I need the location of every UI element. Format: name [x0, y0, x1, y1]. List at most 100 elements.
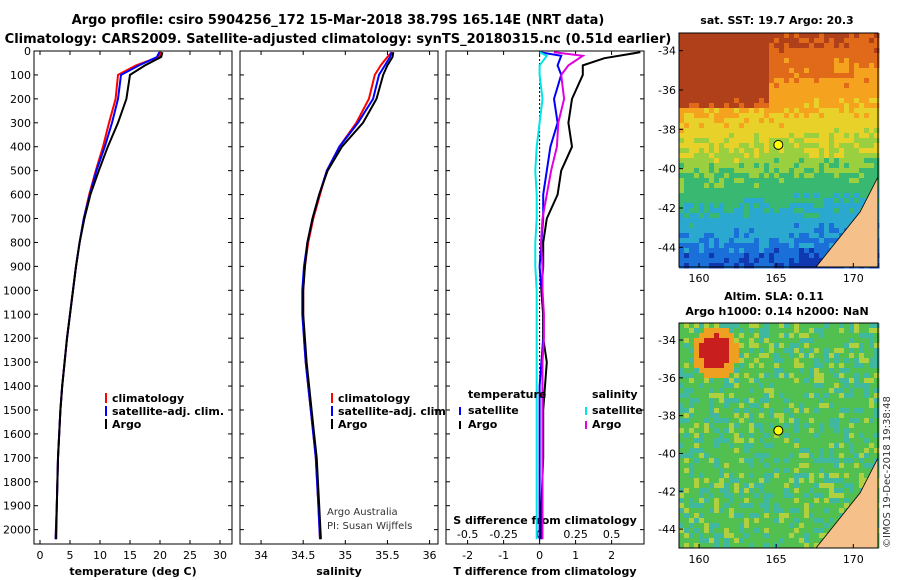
map-cell: [834, 53, 840, 59]
map-cell: [789, 33, 795, 39]
map-cell: [814, 523, 820, 529]
map-cell: [809, 43, 815, 49]
map-cell: [704, 48, 710, 54]
map-cell: [749, 458, 755, 464]
map-cell: [874, 358, 880, 364]
map-cell: [804, 108, 810, 114]
map-cell: [839, 193, 845, 199]
map-cell: [859, 93, 865, 99]
map-cell: [814, 328, 820, 334]
map-cell: [789, 393, 795, 399]
map-cell: [714, 483, 720, 489]
map-cell: [704, 213, 710, 219]
map-cell: [694, 453, 700, 459]
map-cell: [694, 253, 700, 259]
map-cell: [829, 143, 835, 149]
map-cell: [839, 33, 845, 39]
map-cell: [839, 343, 845, 349]
map-cell: [754, 408, 760, 414]
map-cell: [679, 158, 685, 164]
map-cell: [799, 153, 805, 159]
map-cell: [679, 38, 685, 44]
map-cell: [704, 153, 710, 159]
map-cell: [824, 118, 830, 124]
map-cell: [714, 153, 720, 159]
map-cell: [854, 203, 860, 209]
map-cell: [834, 173, 840, 179]
map-cell: [864, 93, 870, 99]
map-cell: [754, 333, 760, 339]
map-cell: [839, 148, 845, 154]
map-cell: [759, 353, 765, 359]
map-cell: [794, 498, 800, 504]
map-cell: [799, 113, 805, 119]
map-cell: [764, 413, 770, 419]
map-cell: [729, 168, 735, 174]
map-cell: [744, 513, 750, 519]
map-cell: [719, 253, 725, 259]
map-cell: [824, 523, 830, 529]
map-cell: [704, 173, 710, 179]
map-cell: [874, 73, 880, 79]
map-cell: [759, 78, 765, 84]
map-cell: [874, 113, 880, 119]
map-cell: [849, 103, 855, 109]
map-cell: [804, 238, 810, 244]
map-cell: [779, 478, 785, 484]
map-cell: [699, 263, 705, 269]
map-cell: [779, 208, 785, 214]
map-cell: [729, 33, 735, 39]
map-cell: [794, 368, 800, 374]
map-cell: [819, 153, 825, 159]
map-cell: [829, 378, 835, 384]
map-cell: [789, 263, 795, 269]
map-cell: [839, 378, 845, 384]
map-cell: [754, 108, 760, 114]
map-cell: [734, 53, 740, 59]
map-cell: [749, 103, 755, 109]
map-cell: [874, 153, 880, 159]
map-cell: [709, 78, 715, 84]
map-cell: [739, 258, 745, 264]
map-cell: [714, 58, 720, 64]
map-cell: [754, 538, 760, 544]
map-cell: [709, 38, 715, 44]
map-cell: [779, 83, 785, 89]
map-cell: [799, 538, 805, 544]
map-cell: [839, 118, 845, 124]
map-cell: [694, 373, 700, 379]
map-cell: [679, 438, 685, 444]
map-cell: [799, 53, 805, 59]
map-cell: [834, 73, 840, 79]
map-cell: [689, 448, 695, 454]
map-cell: [739, 58, 745, 64]
map-cell: [784, 203, 790, 209]
map-cell: [744, 403, 750, 409]
map-cell: [679, 163, 685, 169]
map-cell: [814, 358, 820, 364]
map-cell: [844, 68, 850, 74]
map-cell: [764, 368, 770, 374]
map-cell: [724, 508, 730, 514]
map-cell: [829, 433, 835, 439]
map-cell: [754, 258, 760, 264]
map-cell: [759, 83, 765, 89]
map-cell: [869, 58, 875, 64]
map-cell: [829, 388, 835, 394]
map-cell: [699, 543, 705, 549]
map-cell: [764, 438, 770, 444]
map-cell: [729, 393, 735, 399]
map-cell: [814, 403, 820, 409]
map-cell: [714, 158, 720, 164]
map-cell: [784, 78, 790, 84]
map-cell: [859, 343, 865, 349]
map-cell: [744, 358, 750, 364]
map-cell: [729, 543, 735, 549]
map-cell: [694, 388, 700, 394]
x-tick-label: 25: [183, 549, 197, 562]
map-cell: [699, 133, 705, 139]
map-cell: [859, 453, 865, 459]
map-cell: [804, 163, 810, 169]
map-cell: [854, 473, 860, 479]
map-cell: [709, 253, 715, 259]
